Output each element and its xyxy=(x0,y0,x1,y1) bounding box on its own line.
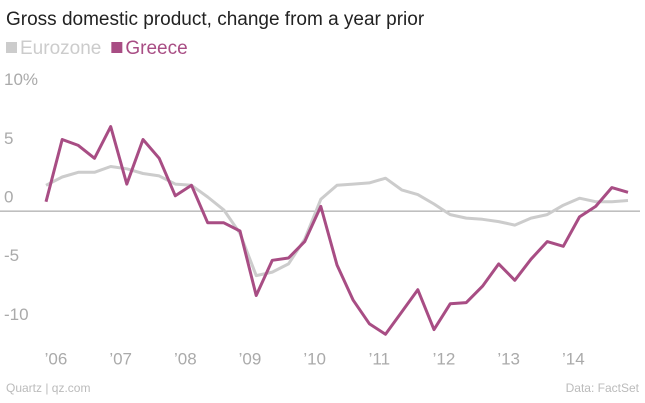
credit: Quartz | qz.com xyxy=(6,381,90,395)
source: Data: FactSet xyxy=(566,381,640,395)
x-tick-label: ’11 xyxy=(369,349,390,368)
x-tick-label: ’10 xyxy=(303,349,326,368)
chart-title: Gross domestic product, change from a ye… xyxy=(6,9,425,30)
y-tick-label: 10% xyxy=(4,70,38,89)
x-tick-label: ’14 xyxy=(562,349,585,368)
y-tick-label: 5 xyxy=(4,129,13,148)
series-line xyxy=(45,165,629,278)
series-line xyxy=(44,125,629,336)
legend-swatch xyxy=(6,42,17,53)
x-tick-label: ’07 xyxy=(109,349,132,368)
legend-swatch xyxy=(111,42,123,53)
x-tick-label: ’09 xyxy=(239,349,262,368)
x-tick-label: ’12 xyxy=(433,349,456,368)
legend-label: Eurozone xyxy=(20,38,101,59)
y-tick-label: 0 xyxy=(4,188,13,207)
y-tick-label: -10 xyxy=(4,305,29,324)
y-tick-label: -5 xyxy=(4,246,19,265)
x-tick-label: ’13 xyxy=(497,349,520,368)
x-tick-label: ’08 xyxy=(174,349,197,368)
x-tick-label: ’06 xyxy=(45,349,68,368)
legend-label: Greece xyxy=(125,38,187,59)
